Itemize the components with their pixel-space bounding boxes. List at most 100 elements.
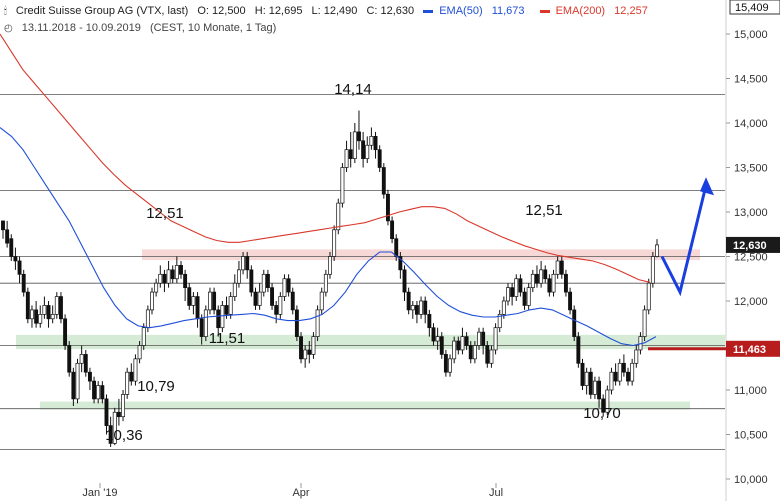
candle-body xyxy=(592,380,597,395)
candle-body xyxy=(390,220,395,240)
candle-body xyxy=(394,238,399,257)
candle-body xyxy=(133,358,138,382)
candle-body xyxy=(75,362,80,400)
candle-body xyxy=(448,358,452,373)
candle-body xyxy=(481,331,486,346)
ema50-line xyxy=(0,127,657,347)
candle-body xyxy=(220,305,225,329)
candle-body xyxy=(249,269,254,293)
candle-body xyxy=(646,282,651,311)
y-tick-label: 10,500 xyxy=(734,430,768,442)
candle-body xyxy=(46,305,51,320)
candle-body xyxy=(30,309,34,320)
candle-body xyxy=(530,273,535,288)
candle-body xyxy=(547,278,552,293)
candle-body xyxy=(162,273,167,284)
candle-body xyxy=(506,287,510,302)
candle-body xyxy=(290,291,295,311)
candle-body xyxy=(443,354,448,373)
candle-body xyxy=(510,287,515,297)
candle-body xyxy=(116,411,121,418)
chart-header-line1: 🕯 Credit Suisse Group AG (VTX, last) O: … xyxy=(4,5,660,17)
x-tick-label: Jan '19 xyxy=(82,487,117,499)
candle-body xyxy=(261,273,266,293)
candle-body xyxy=(427,314,432,329)
candle-body xyxy=(522,291,527,306)
candle-body xyxy=(307,349,312,355)
ema200-value: 12,257 xyxy=(614,5,648,17)
candle-body xyxy=(340,167,345,204)
candlestick-icon: 🕯 xyxy=(4,6,7,17)
candle-body xyxy=(179,265,183,275)
candle-body xyxy=(626,371,630,382)
candle-body xyxy=(34,309,39,324)
candle-body xyxy=(5,229,10,244)
price-annotation: 10,36 xyxy=(105,427,143,444)
candle-body xyxy=(518,278,523,293)
candle-body xyxy=(526,287,531,306)
candle-body xyxy=(419,300,424,315)
top-price-tag xyxy=(729,0,780,15)
candle-body xyxy=(365,144,370,159)
ema50-legend[interactable]: EMA(50) 11,673 xyxy=(423,5,533,17)
candle-body xyxy=(493,327,498,351)
candle-body xyxy=(228,296,233,315)
candle-body xyxy=(87,371,92,382)
candle-body xyxy=(385,193,390,222)
candle-body xyxy=(303,349,308,360)
x-tick-label: Jul xyxy=(489,487,503,499)
forecast-path xyxy=(660,184,708,297)
price-annotation: 12,51 xyxy=(525,202,563,219)
ema50-swatch xyxy=(423,9,434,13)
candle-body xyxy=(50,314,55,320)
clock-icon: ◴ xyxy=(4,23,13,34)
candle-body xyxy=(410,305,415,311)
chart-info: (CEST, 10 Monate, 1 Tag) xyxy=(149,22,277,34)
candle-body xyxy=(145,309,150,329)
candle-body xyxy=(584,371,589,386)
candle-body xyxy=(278,296,283,315)
candle-body xyxy=(67,345,72,373)
candle-body xyxy=(245,256,250,271)
candle-body xyxy=(108,425,113,444)
candle-body xyxy=(92,380,97,400)
candle-body xyxy=(617,362,622,382)
candle-body xyxy=(642,309,647,337)
candle-body xyxy=(253,291,258,306)
price-annotation: 10,79 xyxy=(137,378,175,395)
candle-body xyxy=(58,296,63,320)
candle-body xyxy=(456,340,461,351)
candle-body xyxy=(323,273,328,293)
y-tick-label: 12,500 xyxy=(734,252,768,264)
candle-body xyxy=(472,345,477,360)
candle-body xyxy=(414,305,419,315)
candle-body xyxy=(208,291,212,311)
y-tick-label: 10,000 xyxy=(734,474,768,486)
candle-body xyxy=(572,309,577,337)
y-tick-label: 15,000 xyxy=(734,29,768,41)
candle-body xyxy=(381,167,386,195)
candle-body xyxy=(236,269,241,284)
candle-body xyxy=(294,309,299,337)
candle-body xyxy=(212,291,217,311)
price-annotation: 14,14 xyxy=(334,81,372,98)
candle-body xyxy=(464,336,469,346)
candle-body xyxy=(137,345,142,360)
date-range: 13.11.2018 - 10.09.2019 xyxy=(21,22,141,34)
candle-body xyxy=(344,149,349,168)
ema200-line xyxy=(0,33,651,283)
candle-body xyxy=(17,260,22,275)
candle-body xyxy=(348,149,353,159)
y-tick-label: 13,500 xyxy=(734,163,768,175)
marked-level-tag xyxy=(726,340,780,357)
candle-body xyxy=(270,287,275,306)
candle-body xyxy=(141,327,146,346)
candle-body xyxy=(497,314,502,329)
candle-body xyxy=(125,371,130,395)
y-tick-label: 14,000 xyxy=(734,118,768,130)
candle-body xyxy=(398,256,403,271)
candle-body xyxy=(535,273,539,284)
low-value: L: 12,490 xyxy=(311,5,358,17)
ema200-legend[interactable]: EMA(200) 12,257 xyxy=(539,5,654,17)
